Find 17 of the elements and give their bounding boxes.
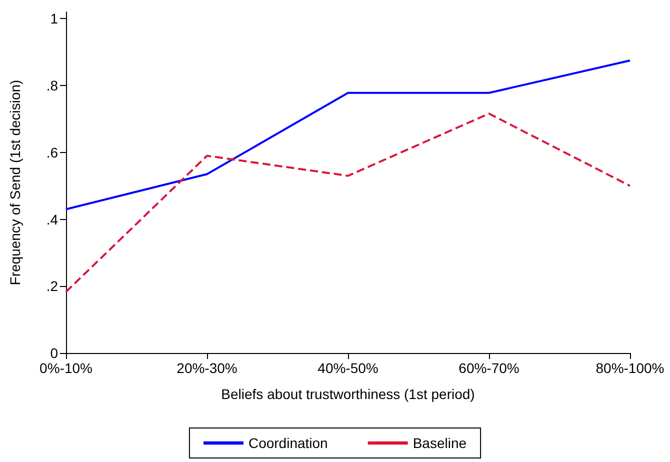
legend-label: Coordination	[248, 435, 328, 451]
y-tick-label: .2	[46, 278, 58, 294]
x-tick-label: 80%-100%	[596, 360, 664, 376]
y-tick-label: 0	[50, 345, 58, 361]
line-series	[65, 59, 631, 210]
y-tick-label: .6	[46, 144, 58, 160]
x-axis-title: Beliefs about trustworthiness (1st period)	[221, 386, 475, 402]
y-tick-label: 1	[50, 10, 58, 27]
x-tick-label: 40%-50%	[318, 360, 378, 376]
y-tick-label: .8	[46, 78, 58, 94]
x-tick-label: 0%-10%	[40, 360, 92, 376]
x-tick-label: 20%-30%	[176, 360, 238, 376]
line-series	[65, 112, 631, 293]
legend-label: Baseline	[412, 435, 467, 451]
x-tick-label: 60%-70%	[458, 360, 520, 376]
y-tick-label: .4	[46, 211, 58, 228]
y-axis-title: Frequency of Send (1st decision)	[7, 80, 23, 286]
